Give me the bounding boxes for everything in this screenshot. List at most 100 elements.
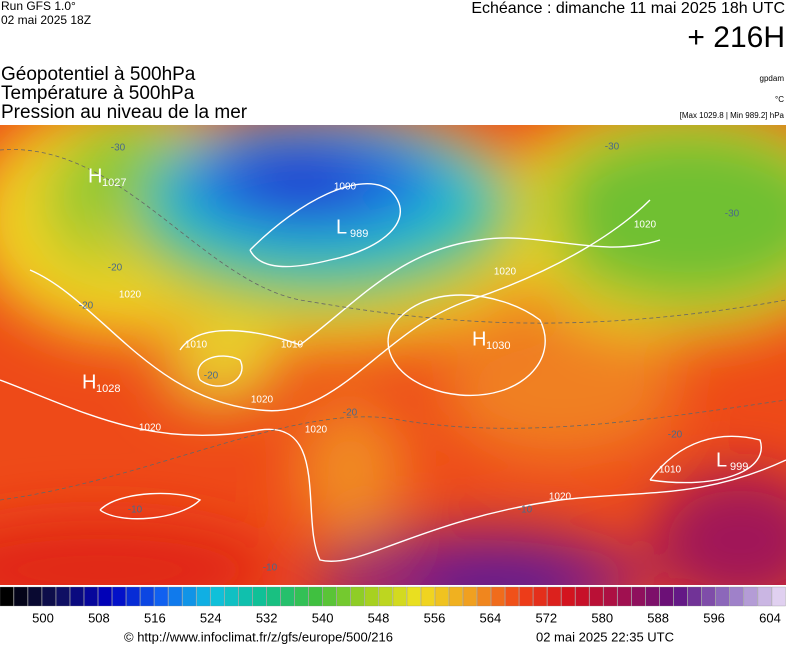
colorbar-swatch bbox=[687, 586, 702, 607]
colorbar-swatch bbox=[575, 586, 590, 607]
colorbar-swatch bbox=[350, 586, 365, 607]
colorbar-swatch bbox=[238, 586, 253, 607]
pressure-range: [Max 1029.8 | Min 989.2] hPa bbox=[680, 111, 785, 120]
colorbar-swatch bbox=[463, 586, 477, 607]
colorbar-swatch bbox=[631, 586, 646, 607]
colorbar-label: 532 bbox=[256, 610, 278, 625]
colorbar-swatch bbox=[280, 586, 295, 607]
lead-time: + 216H bbox=[687, 21, 785, 54]
colorbar-swatch bbox=[448, 586, 463, 607]
colorbar-label: 572 bbox=[535, 610, 557, 625]
colorbar-label: 556 bbox=[424, 610, 446, 625]
colorbar-swatch bbox=[196, 586, 211, 607]
colorbar-label: 564 bbox=[480, 610, 502, 625]
pressure-center: H bbox=[82, 371, 96, 393]
temperature-label: -10 bbox=[518, 505, 533, 516]
isobar-label: 1010 bbox=[185, 340, 208, 351]
temperature-label: -30 bbox=[111, 143, 126, 154]
colorbar-swatch bbox=[491, 586, 505, 607]
temperature-label: -30 bbox=[605, 142, 620, 153]
colorbar-swatch bbox=[547, 586, 562, 607]
colorbar-swatch bbox=[0, 586, 14, 607]
colorbar-label: 548 bbox=[368, 610, 390, 625]
colorbar-swatch bbox=[659, 586, 674, 607]
unit: °C bbox=[775, 95, 784, 104]
temperature-label: -20 bbox=[79, 301, 94, 312]
colorbar-swatch bbox=[98, 586, 112, 607]
colorbar-swatch bbox=[27, 586, 42, 607]
isobar-label: 1020 bbox=[549, 492, 572, 503]
temperature-label: -20 bbox=[343, 408, 358, 419]
colorbar-swatch bbox=[392, 586, 407, 607]
colorbar-swatch bbox=[617, 586, 632, 607]
valid-time: Echéance : dimanche 11 mai 2025 18h UTC bbox=[471, 0, 785, 17]
colorbar-swatch bbox=[182, 586, 197, 607]
colorbar-swatch bbox=[168, 586, 183, 607]
temperature-label: -30 bbox=[725, 209, 740, 220]
pressure-value: 1028 bbox=[96, 383, 120, 395]
colorbar-swatch bbox=[673, 586, 688, 607]
colorbar-swatch bbox=[729, 586, 744, 607]
colorbar-label: 540 bbox=[312, 610, 334, 625]
unit: gpdam bbox=[760, 74, 785, 83]
colorbar-swatch bbox=[434, 586, 449, 607]
temperature-label: -20 bbox=[668, 430, 683, 441]
pressure-value: 999 bbox=[730, 461, 748, 473]
colorbar-label: 588 bbox=[647, 610, 669, 625]
colorbar-swatch bbox=[533, 586, 548, 607]
pressure-center: L bbox=[336, 216, 347, 238]
colorbar-swatch bbox=[224, 586, 239, 607]
colorbar-swatch bbox=[154, 586, 169, 607]
colorbar-label: 604 bbox=[759, 610, 781, 625]
colorbar-swatch bbox=[126, 586, 141, 607]
colorbar-swatch bbox=[336, 586, 351, 607]
isobar-label: 1020 bbox=[119, 290, 142, 301]
colorbar-swatch bbox=[70, 586, 84, 607]
isobar-label: 1000 bbox=[334, 182, 357, 193]
pressure-value: 1030 bbox=[486, 340, 510, 352]
colorbar-swatch bbox=[645, 586, 660, 607]
pressure-center: H bbox=[472, 328, 486, 350]
field-name: Température à 500hPa bbox=[1, 83, 195, 104]
colorbar-swatch bbox=[743, 586, 758, 607]
run-date: 02 mai 2025 18Z bbox=[1, 13, 91, 27]
isobar-label: 1010 bbox=[659, 465, 682, 476]
colorbar-swatch bbox=[519, 586, 534, 607]
colorbar-swatch bbox=[294, 586, 309, 607]
colorbar-swatch bbox=[589, 586, 604, 607]
field-name: Géopotentiel à 500hPa bbox=[1, 64, 196, 85]
pressure-center: H bbox=[88, 165, 102, 187]
isobar-label: 1020 bbox=[494, 267, 517, 278]
colorbar-swatch bbox=[13, 586, 28, 607]
colorbar-swatch bbox=[771, 586, 786, 607]
colorbar-swatch bbox=[757, 586, 772, 607]
colorbar-swatch bbox=[140, 586, 155, 607]
pressure-value: 1027 bbox=[102, 177, 126, 189]
colorbar-swatch bbox=[252, 586, 267, 607]
colorbar-swatch bbox=[561, 586, 576, 607]
pressure-value: 989 bbox=[350, 228, 368, 240]
colorbar-swatch bbox=[505, 586, 519, 607]
colorbar-swatch bbox=[266, 586, 281, 607]
temperature-label: -10 bbox=[128, 505, 143, 516]
isobar-label: 1020 bbox=[634, 220, 657, 231]
temperature-label: -20 bbox=[108, 263, 123, 274]
colorbar-label: 580 bbox=[591, 610, 613, 625]
colorbar-swatch bbox=[420, 586, 435, 607]
colorbar-label: 524 bbox=[200, 610, 222, 625]
colorbar-swatch bbox=[364, 586, 379, 607]
isobar-label: 1010 bbox=[281, 340, 304, 351]
map bbox=[0, 125, 786, 585]
generated: 02 mai 2025 22:35 UTC bbox=[536, 629, 674, 644]
isobar-label: 1020 bbox=[139, 423, 162, 434]
colorbar-swatch bbox=[84, 586, 98, 607]
isobar-label: 1020 bbox=[305, 425, 328, 436]
colorbar-swatch bbox=[210, 586, 225, 607]
pressure-center: L bbox=[716, 449, 727, 471]
colorbar-swatch bbox=[112, 586, 126, 607]
colorbar-swatch bbox=[701, 586, 716, 607]
colorbar-swatch bbox=[55, 586, 70, 607]
run-label: Run GFS 1.0° bbox=[1, 0, 76, 13]
temperature-label: -10 bbox=[263, 563, 278, 574]
